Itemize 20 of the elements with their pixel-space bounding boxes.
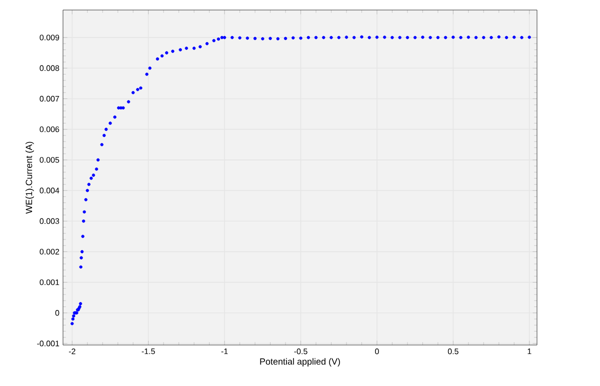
y-tick-label: 0.001	[40, 279, 60, 286]
y-tick-label: 0.008	[40, 65, 60, 71]
x-tick-label: 1	[528, 348, 532, 354]
x-tick-label: -0.5	[294, 348, 308, 354]
x-axis-title: Potential applied (V)	[260, 358, 340, 366]
y-tick-label: 0	[55, 310, 60, 316]
y-tick-label: 0.005	[40, 157, 60, 163]
x-tick-label: -2	[68, 348, 76, 354]
y-tick-label: -0.001	[37, 340, 60, 346]
y-tick-label: 0.002	[40, 248, 60, 255]
y-tick-label: 0.006	[40, 126, 60, 132]
y-tick-label: 0.007	[40, 96, 60, 102]
y-axis-title: WE(1).Current (A)	[26, 142, 34, 214]
y-tick-label: 0.004	[40, 188, 60, 194]
x-tick-label: -1	[221, 348, 228, 354]
x-tick-label: 0.5	[448, 348, 458, 354]
y-tick-label: 0.003	[40, 218, 60, 224]
x-tick-label: 0	[375, 348, 379, 354]
y-tick-label: 0.009	[40, 34, 60, 40]
x-tick-label: -1.5	[142, 348, 155, 354]
